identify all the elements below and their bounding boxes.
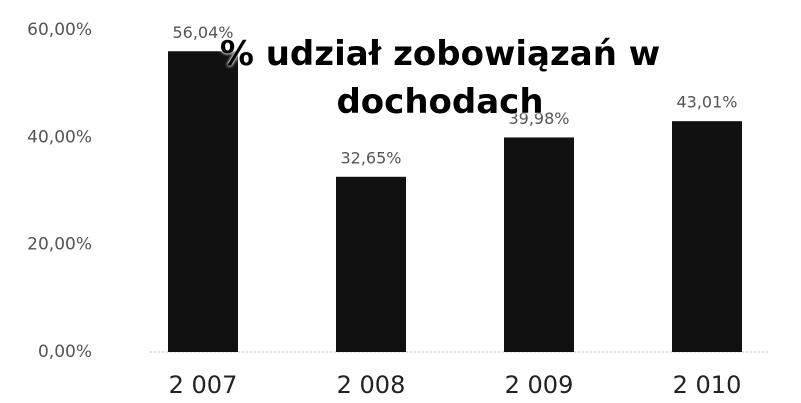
data-label: 32,65%	[340, 148, 401, 167]
x-tick-label: 2 009	[505, 371, 574, 399]
y-tick-label: 0,00%	[38, 342, 92, 362]
bar	[168, 51, 238, 352]
chart-title: % udział zobowiązań w dochodach	[219, 34, 661, 122]
y-tick-label: 60,00%	[27, 20, 92, 40]
bar	[504, 137, 574, 352]
data-label: 56,04%	[172, 23, 233, 42]
y-tick-label: 40,00%	[27, 127, 92, 147]
y-tick-label: 20,00%	[27, 235, 92, 255]
data-label: 39,98%	[508, 109, 569, 128]
x-tick-label: 2 007	[169, 371, 238, 399]
x-tick-label: 2 008	[337, 371, 406, 399]
data-label: 43,01%	[676, 93, 737, 112]
x-tick-label: 2 010	[673, 371, 742, 399]
bar	[672, 121, 742, 353]
bar	[336, 176, 406, 352]
